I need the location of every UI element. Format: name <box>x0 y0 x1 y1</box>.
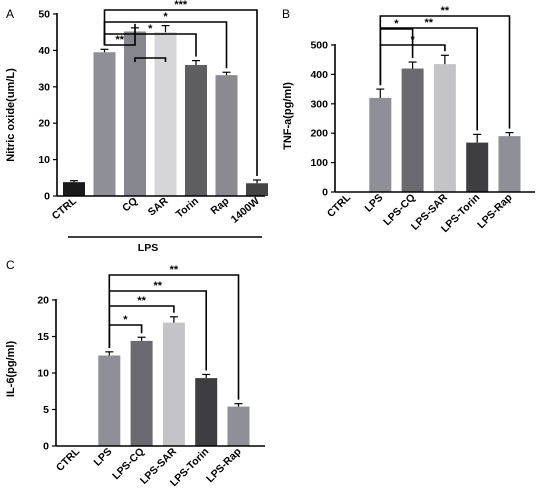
x-tick-label: SAR <box>146 195 171 219</box>
bars-b <box>369 64 521 192</box>
y-axis-label-a: Nitric oxide(um/L) <box>5 68 17 162</box>
y-ticks-a: 0 10 20 30 40 50 <box>38 9 57 203</box>
significance-bracket <box>108 290 207 371</box>
bar <box>130 340 153 446</box>
bar <box>369 97 392 192</box>
significance-label: * <box>148 23 153 35</box>
y-tick-label: 20 <box>38 118 50 130</box>
y-ticks-c: 0 5 10 15 20 <box>37 295 56 453</box>
y-tick-label: 20 <box>37 295 49 307</box>
x-tick-label: LPS-Rap <box>204 446 243 485</box>
bar <box>154 32 177 197</box>
bar <box>401 68 424 192</box>
x-tick-label: CTRL <box>54 445 83 474</box>
significance-label: ** <box>137 295 146 307</box>
group-label-a: LPS <box>138 242 158 254</box>
y-tick-label: 0 <box>44 191 50 203</box>
significance-label: ** <box>115 34 124 46</box>
x-tick-label: LPS <box>362 192 385 215</box>
y-tick-label: 100 <box>310 157 328 169</box>
significance-label: * <box>394 18 399 30</box>
significance-bracket <box>379 27 478 131</box>
significance-label: *** <box>174 0 188 11</box>
y-tick-label: 0 <box>43 441 49 453</box>
bar <box>433 64 456 192</box>
y-tick-label: 200 <box>310 128 328 140</box>
bar <box>246 183 268 196</box>
x-tick-label: CQ <box>120 195 140 214</box>
significance-label: ** <box>441 5 450 17</box>
y-tick-label: 10 <box>38 154 50 166</box>
chart-panel-b: B TNF-a(pg/ml) 0 100 200 300 400 500 CTRL LPS L… <box>282 5 535 235</box>
significance-label: * <box>163 11 168 23</box>
y-tick-label: 300 <box>310 98 328 110</box>
y-tick-label: 10 <box>37 368 49 380</box>
panel-label-b: B <box>282 7 290 21</box>
significance-brackets-b: ** **** <box>379 5 511 131</box>
y-tick-label: 30 <box>38 81 50 93</box>
bars-c <box>98 322 250 446</box>
error-bars-b <box>376 54 514 143</box>
significance-bracket <box>134 57 167 62</box>
bar <box>227 406 250 446</box>
bars-a <box>63 31 268 197</box>
bar <box>98 355 121 446</box>
y-tick-label: 500 <box>310 40 328 52</box>
significance-bracket <box>103 23 136 46</box>
panel-label-a: A <box>6 7 14 21</box>
y-tick-label: 40 <box>38 45 50 57</box>
y-tick-label: 400 <box>310 69 328 81</box>
bar <box>498 136 521 192</box>
significance-label: ** <box>424 17 433 29</box>
bar <box>162 322 185 446</box>
x-tick-label: 1400W <box>229 195 262 226</box>
bar <box>215 75 238 196</box>
y-axis-label-b: TNF-a(pg/ml) <box>282 82 294 150</box>
error-bars-c <box>105 316 243 407</box>
x-tick-label: CTRL <box>50 195 80 223</box>
panel-label-c: C <box>6 258 15 272</box>
significance-bracket <box>108 274 240 400</box>
y-tick-label: 5 <box>43 404 49 416</box>
significance-bracket <box>103 33 197 57</box>
bar <box>195 378 218 446</box>
chart-panel-a: A Nitric oxide(um/L) 0 10 20 30 40 50 CTRL CQ S… <box>5 0 268 254</box>
x-tick-label: CTRL <box>325 191 354 220</box>
bar <box>185 64 207 197</box>
bar <box>124 31 146 196</box>
y-ticks-b: 0 100 200 300 400 500 <box>310 40 335 199</box>
y-tick-label: 50 <box>38 9 50 21</box>
y-tick-label: 0 <box>322 187 328 199</box>
significance-label: ** <box>153 280 162 292</box>
y-axis-label-c: IL-6(pg/ml) <box>5 341 17 398</box>
x-tick-label: Torin <box>174 195 201 221</box>
significance-label: * <box>123 314 128 326</box>
x-tick-label: LPS-Rap <box>475 192 514 231</box>
significance-brackets-c: ******* <box>108 264 240 400</box>
bar <box>63 182 85 196</box>
x-tick-label: Rap <box>209 195 232 217</box>
significance-bracket <box>379 15 511 129</box>
significance-brackets-a: ******* <box>103 0 258 176</box>
x-tick-label: LPS <box>91 446 114 469</box>
bar <box>466 142 489 192</box>
y-tick-label: 15 <box>37 331 49 343</box>
bar <box>93 52 116 196</box>
significance-label: ** <box>170 264 179 276</box>
